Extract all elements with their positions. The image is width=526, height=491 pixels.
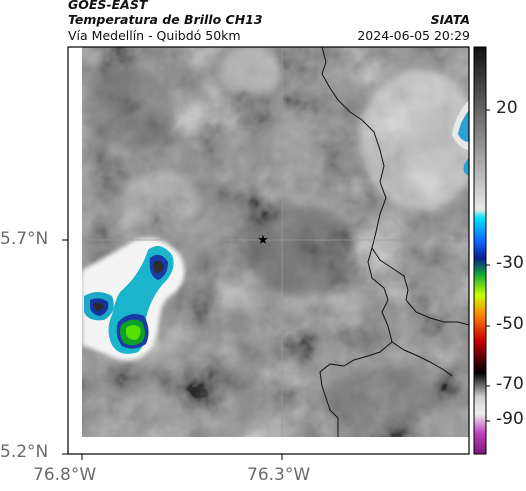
datetime-label: 2024-06-05 20:29 [357,28,470,43]
region-subtitle: Vía Medellín - Quibdó 50km [68,28,241,43]
org-label: SIATA [430,12,470,27]
admin-borders [319,47,469,437]
colorbar-label-minus90: -90 [496,409,524,429]
colorbar [473,46,490,455]
lat-label-5.7: 5.7°N [0,229,49,249]
lon-label-76.8: 76.8°W [33,465,97,485]
brightness-temperature-field: ★ [82,47,469,437]
lon-label-76.3: 76.3°W [247,465,311,485]
colorbar-label-minus30: -30 [496,253,524,273]
colorbar-label-minus70: -70 [496,374,524,394]
location-star-marker: ★ [257,233,269,248]
satellite-title: GOES-EAST [68,0,148,12]
map-frame [67,46,470,455]
convective-cell-west [82,237,185,361]
colorbar-label-minus50: -50 [496,314,524,334]
product-title: Temperatura de Brillo CH13 [68,12,263,27]
lat-label-5.2: 5.2°N [0,442,49,462]
convective-cell-east [452,100,469,176]
colorbar-label-20: 20 [496,98,518,118]
